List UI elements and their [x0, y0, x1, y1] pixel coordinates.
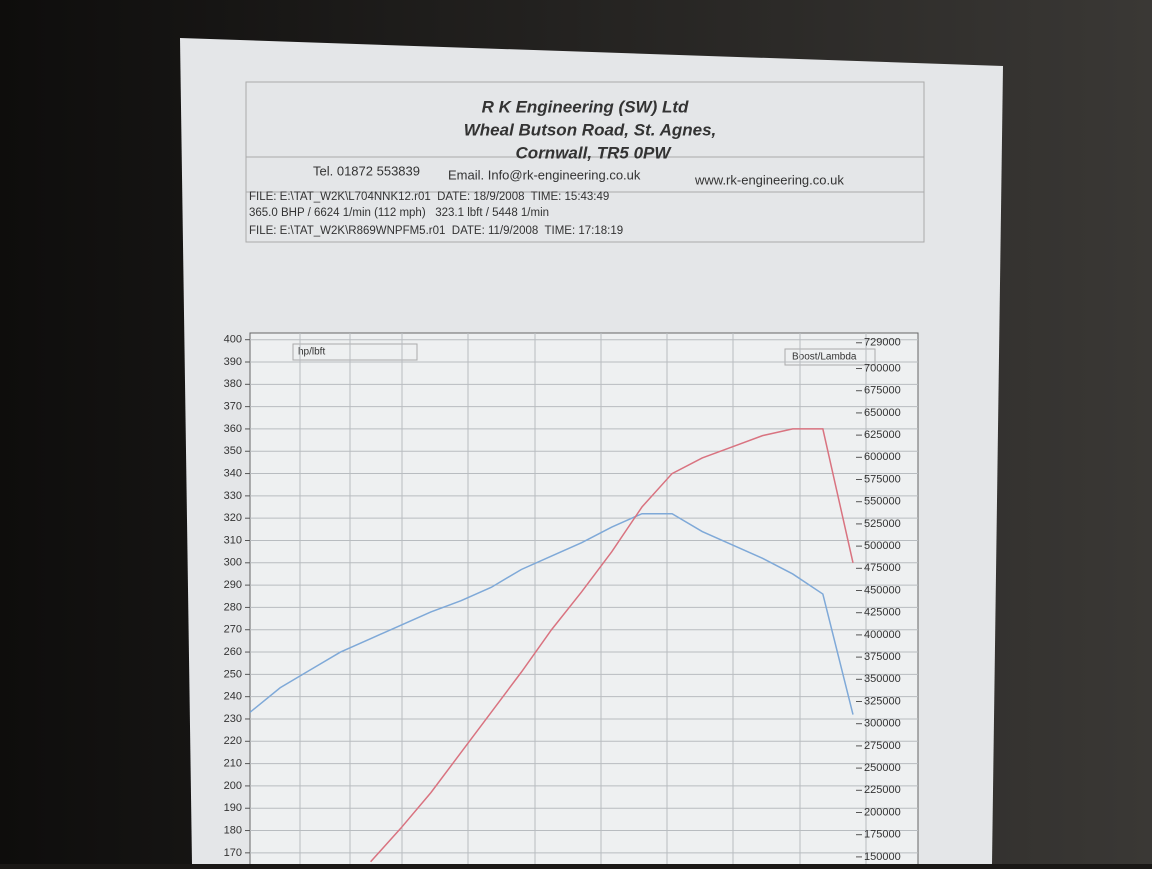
y2-tick-label: 300000	[864, 718, 901, 730]
y2-tick-label: 500000	[864, 540, 901, 552]
y-tick-label: 190	[224, 802, 242, 814]
legend-box	[784, 348, 876, 366]
y-tick-label: 280	[224, 601, 242, 613]
y-tick-label: 370	[224, 401, 242, 413]
y2-tick-label: 525000	[864, 518, 901, 530]
y-tick-label: 390	[224, 356, 242, 368]
y2-tick-label: 450000	[864, 584, 901, 596]
y-tick-label: 380	[224, 378, 242, 390]
y-tick-label: 250	[224, 668, 242, 680]
run-info: FILE: E:\TAT_W2K\R869WNPFM5.r01 DATE: 11…	[249, 225, 623, 237]
company: R K Engineering (SW) Ltd	[482, 97, 689, 116]
y2-tick-label: 250000	[864, 762, 901, 774]
y-tick-label: 230	[224, 713, 242, 725]
run-info: 365.0 BHP / 6624 1/min (112 mph) 323.1 l…	[249, 207, 549, 219]
y-tick-label: 310	[224, 534, 242, 546]
y-tick-label: 360	[224, 423, 242, 435]
y-tick-label: 220	[224, 735, 242, 747]
y2-tick-label: 225000	[864, 784, 901, 796]
series-line	[250, 512, 854, 715]
y2-tick-label: 400000	[864, 629, 901, 641]
phone: Tel. 01872 553839	[313, 163, 420, 178]
y2-tick-label: 600000	[864, 451, 901, 463]
y-tick-label: 300	[224, 557, 242, 569]
run-info: FILE: E:\TAT_W2K\L704NNK12.r01 DATE: 18/…	[249, 191, 609, 203]
y2-tick-label: 675000	[864, 385, 901, 397]
y-tick-label: 400	[224, 334, 242, 346]
y2-axis-label: Boost/Lambda	[792, 352, 857, 363]
y-tick-label: 320	[224, 512, 242, 524]
y2-tick-label: 729000	[864, 337, 901, 349]
plot-area	[250, 428, 854, 863]
y-tick-label: 350	[224, 445, 242, 457]
y-tick-label: 210	[224, 758, 242, 770]
y-tick-label: 180	[224, 824, 242, 836]
y-tick-label: 240	[224, 691, 242, 703]
header-box	[245, 81, 925, 243]
y2-tick-label: 375000	[864, 651, 901, 663]
y2-tick-label: 200000	[864, 806, 901, 818]
y2-tick-label: 550000	[864, 496, 901, 508]
y2-tick-label: 150000	[864, 851, 901, 863]
y-tick-label: 330	[224, 490, 242, 502]
y-tick-label: 290	[224, 579, 242, 591]
y2-tick-label: 350000	[864, 673, 901, 685]
website: www.rk-engineering.co.uk	[694, 172, 844, 187]
y2-tick-label: 700000	[864, 362, 901, 374]
y-tick-label: 340	[224, 467, 242, 479]
email: Email. Info@rk-engineering.co.uk	[448, 167, 641, 182]
plot-frame	[249, 332, 919, 869]
y2-tick-label: 625000	[864, 429, 901, 441]
y2-tick-label: 425000	[864, 607, 901, 619]
series-line	[370, 428, 854, 863]
y2-tick-label: 575000	[864, 473, 901, 485]
y2-tick-label: 175000	[864, 829, 901, 841]
y-axis-label: hp/lbft	[298, 347, 325, 358]
y-tick-label: 270	[224, 624, 242, 636]
y-tick-label: 200	[224, 780, 242, 792]
legend-box	[292, 343, 418, 361]
y2-tick-label: 275000	[864, 740, 901, 752]
y2-tick-label: 325000	[864, 695, 901, 707]
y-tick-label: 260	[224, 646, 242, 658]
y-tick-label: 170	[224, 847, 242, 859]
address: Cornwall, TR5 0PW	[516, 143, 673, 162]
y2-tick-label: 650000	[864, 407, 901, 419]
address: Wheal Butson Road, St. Agnes,	[464, 120, 717, 139]
y2-tick-label: 475000	[864, 562, 901, 574]
